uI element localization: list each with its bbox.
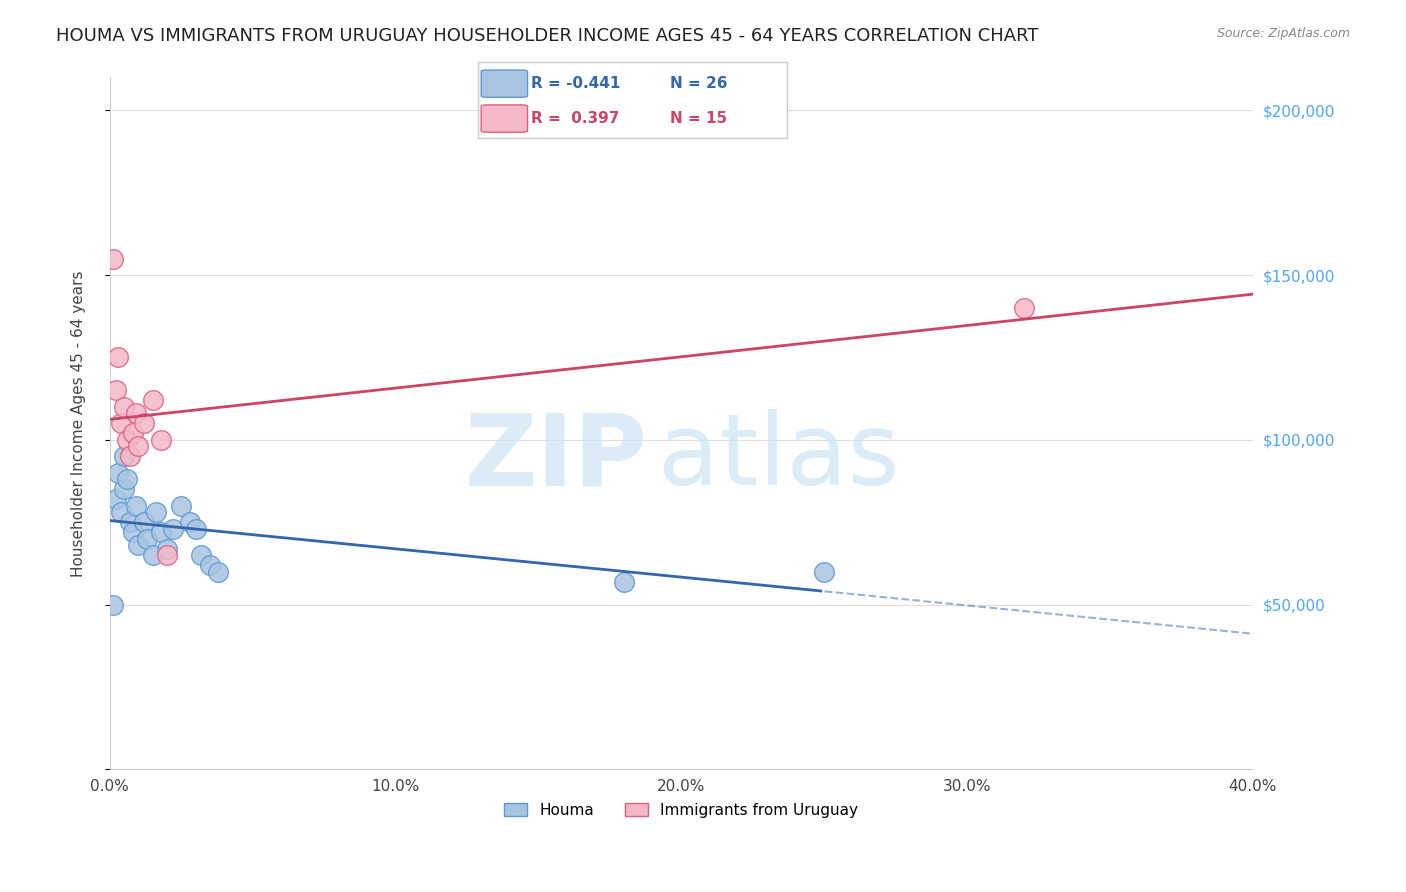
Point [112, 450, 135, 464]
Text: Source: ZipAtlas.com: Source: ZipAtlas.com [1216, 27, 1350, 40]
Point [613, 574, 636, 589]
FancyBboxPatch shape [481, 105, 527, 132]
FancyBboxPatch shape [481, 70, 527, 97]
Point [150, 433, 173, 447]
Point [156, 541, 179, 556]
Point [121, 426, 143, 441]
Y-axis label: Householder Income Ages 45 - 64 years: Householder Income Ages 45 - 64 years [72, 270, 86, 576]
Point [179, 515, 201, 529]
Point [121, 525, 143, 540]
Point [110, 505, 132, 519]
Point [145, 505, 167, 519]
Point [136, 532, 159, 546]
Point [142, 393, 165, 408]
Point [127, 538, 149, 552]
Point [142, 548, 165, 562]
Point [124, 499, 146, 513]
Point [112, 400, 135, 414]
Point [115, 472, 138, 486]
Point [156, 548, 179, 562]
Point [118, 450, 141, 464]
Text: R = -0.441: R = -0.441 [530, 76, 620, 91]
Point [813, 565, 835, 579]
Point [190, 548, 212, 562]
Text: ZIP: ZIP [464, 409, 647, 507]
Point [127, 439, 149, 453]
Text: N = 15: N = 15 [669, 111, 727, 126]
Text: N = 26: N = 26 [669, 76, 727, 91]
Text: R =  0.397: R = 0.397 [530, 111, 619, 126]
Point [134, 417, 156, 431]
Point [198, 558, 221, 572]
Point [170, 499, 193, 513]
Text: HOUMA VS IMMIGRANTS FROM URUGUAY HOUSEHOLDER INCOME AGES 45 - 64 YEARS CORRELATI: HOUMA VS IMMIGRANTS FROM URUGUAY HOUSEHO… [56, 27, 1039, 45]
Point [101, 598, 124, 612]
Point [112, 483, 135, 497]
Point [207, 565, 229, 579]
Point [134, 515, 156, 529]
Point [104, 492, 127, 507]
Point [115, 433, 138, 447]
Point [110, 417, 132, 431]
Point [101, 252, 124, 266]
Point [118, 515, 141, 529]
Point [150, 525, 173, 540]
Point [162, 522, 184, 536]
Text: atlas: atlas [658, 409, 900, 507]
Legend: Houma, Immigrants from Uruguay: Houma, Immigrants from Uruguay [498, 797, 865, 824]
Point [107, 466, 129, 480]
Point [104, 384, 127, 398]
Point [107, 351, 129, 365]
Point [1012, 301, 1035, 315]
Point [124, 407, 146, 421]
Point [184, 522, 207, 536]
